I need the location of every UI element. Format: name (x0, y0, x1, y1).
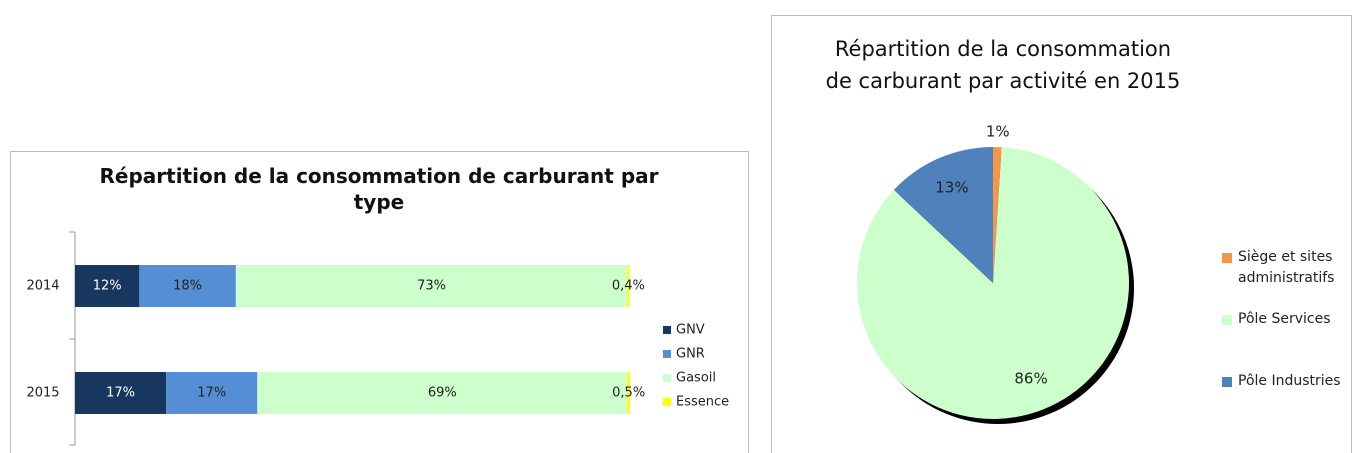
pie-slice (857, 147, 1129, 419)
legend-label: GNV (676, 323, 705, 338)
legend-marker (663, 326, 671, 334)
bar-segment (75, 372, 167, 414)
legend-label: GNR (676, 347, 705, 362)
data-label: 13% (935, 179, 968, 197)
data-label: 73% (417, 279, 446, 294)
legend-marker (663, 398, 671, 406)
y-tick-label: 2015 (26, 386, 59, 401)
data-label: 69% (428, 386, 457, 401)
data-label: 17% (197, 386, 226, 401)
pie-slice (993, 147, 1002, 283)
bar-segment (75, 265, 140, 307)
bar-segment (257, 372, 628, 414)
legend-label: Gasoil (676, 371, 716, 386)
legend-marker (1222, 377, 1232, 387)
bar-segment (166, 372, 258, 414)
data-label: 0,5% (612, 386, 645, 401)
legend-label: Essence (676, 395, 729, 410)
bar-segment (139, 265, 236, 307)
chart-title: Répartition de la consommation de carbur… (99, 164, 659, 214)
legend-label: Pôle Services (1238, 311, 1331, 327)
legend-marker (1222, 315, 1232, 325)
bar-segment (235, 265, 628, 307)
legend-label: Pôle Industries (1238, 373, 1341, 389)
y-tick-label: 2014 (26, 279, 59, 294)
bar-segment (627, 265, 630, 307)
pie-slice (893, 147, 993, 283)
legend-label: Siège et sites administratifs (1238, 249, 1335, 286)
data-label: 17% (106, 386, 135, 401)
legend-marker (663, 374, 671, 382)
legend-marker (663, 350, 671, 358)
bar-segment (627, 372, 630, 414)
data-label: 12% (93, 279, 122, 294)
data-label: 1% (986, 123, 1010, 141)
legend-marker (1222, 253, 1232, 263)
data-label: 18% (173, 279, 202, 294)
data-label: 0,4% (612, 279, 645, 294)
chart-title: Répartition de la consommation de carbur… (825, 37, 1181, 93)
data-label: 86% (1014, 370, 1047, 388)
